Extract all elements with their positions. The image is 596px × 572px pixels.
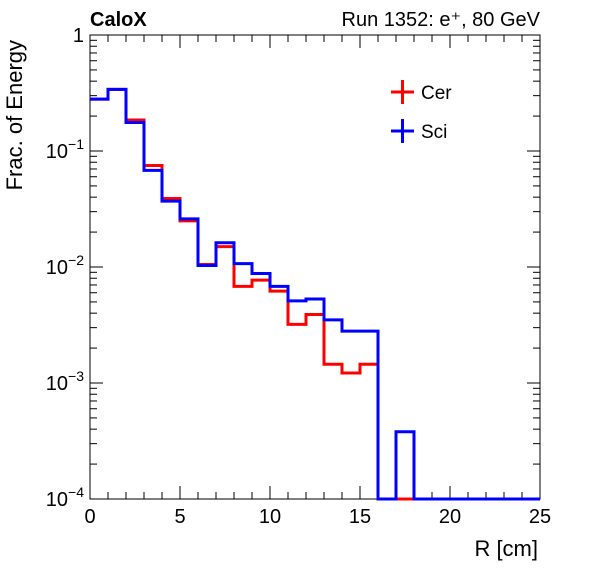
x-tick-label: 0 (84, 506, 95, 528)
series-layer (90, 87, 540, 501)
x-tick-label: 5 (174, 506, 185, 528)
y-tick-label: 10−4 (46, 484, 84, 511)
y-tick-label: 1 (73, 25, 84, 47)
x-tick-label: 25 (529, 506, 551, 528)
run-label: Run 1352: e⁺, 80 GeV (342, 9, 541, 31)
x-tick-label: 15 (349, 506, 371, 528)
series-sci-line (90, 87, 540, 501)
y-tick-label: 10−2 (46, 252, 84, 279)
x-axis-title: R [cm] (474, 536, 538, 561)
tick-labels: 0 5 10 15 20 25 1 10−1 10−2 10−3 10−4 (46, 25, 551, 528)
axis-ticks (89, 35, 541, 500)
experiment-label: CaloX (90, 9, 147, 31)
legend-cer-label: Cer (421, 83, 452, 104)
legend-entry-cer: Cer (391, 80, 452, 104)
y-tick-label: 10−3 (46, 368, 84, 395)
legend-entry-sci: Sci (391, 119, 447, 143)
y-axis-title: Frac. of Energy (2, 40, 27, 190)
series-cer-line (90, 87, 540, 501)
legend-sci-label: Sci (421, 122, 447, 143)
x-tick-label: 20 (439, 506, 461, 528)
legend: Cer Sci (391, 80, 452, 143)
x-tick-label: 10 (259, 506, 281, 528)
y-tick-label: 10−1 (46, 136, 84, 163)
plot-frame (89, 34, 541, 500)
